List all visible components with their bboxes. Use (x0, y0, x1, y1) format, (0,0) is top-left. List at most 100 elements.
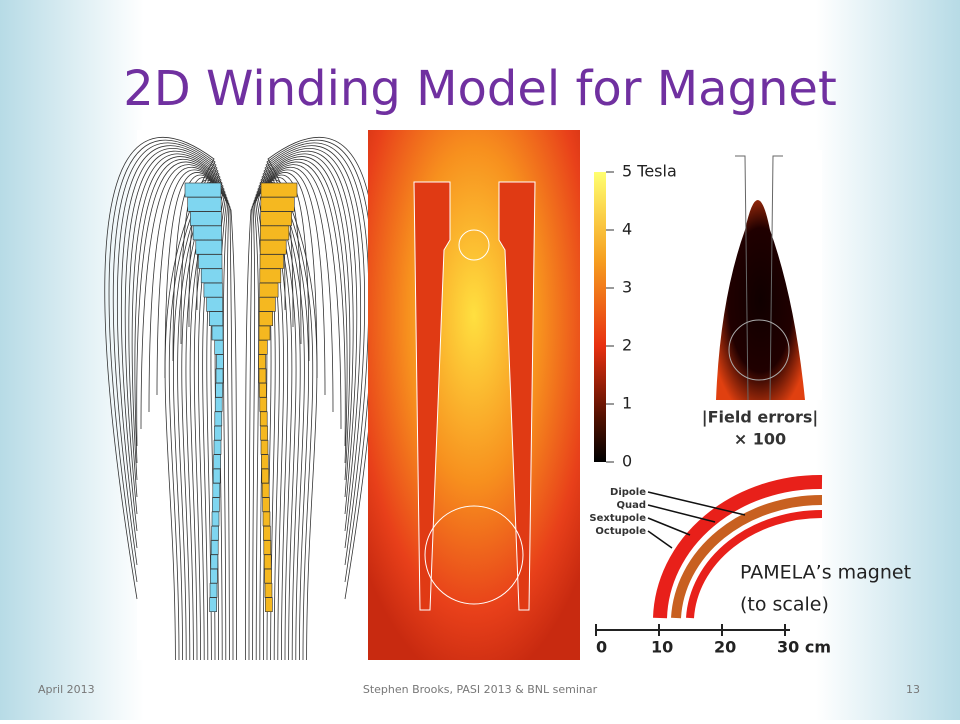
field-line (117, 145, 218, 661)
coil-block (264, 568, 272, 584)
field-line (253, 174, 310, 661)
scale-label: 0 (596, 638, 607, 657)
coil-block (210, 540, 219, 555)
coil-block (260, 197, 295, 212)
coil-block (265, 597, 273, 613)
coil-block (260, 440, 269, 455)
coil-block (216, 354, 224, 369)
field-line (256, 166, 334, 661)
coil-block (260, 425, 268, 441)
coil-block (212, 468, 221, 484)
coil-block (263, 525, 271, 541)
field-line (120, 148, 219, 661)
coil-block (264, 583, 273, 598)
coil-block (262, 511, 271, 527)
coil-block (259, 254, 284, 269)
coil-block (259, 382, 267, 398)
colorbar-tick-label: 4 (622, 220, 632, 239)
multipole-arrow (647, 491, 746, 516)
field-line (180, 177, 230, 661)
field-line (104, 136, 215, 661)
coil-block (263, 554, 272, 570)
field-line (172, 174, 229, 661)
field-line (260, 156, 351, 661)
field-line (124, 150, 220, 661)
coil-block (258, 325, 271, 341)
scale-label: 10 (651, 638, 673, 657)
coil-block (214, 411, 223, 427)
colorbar-tick-label: 5 Tesla (622, 162, 677, 181)
field-line (134, 158, 223, 661)
field-line (259, 158, 348, 661)
field-line (148, 166, 226, 661)
multipole-arrow (647, 530, 673, 549)
colorbar-tick-label: 0 (622, 452, 632, 471)
caption: PAMELA’s magnet (740, 562, 911, 584)
scale-labels: 0 10 20 30 cm (595, 624, 831, 657)
colorbar-tick-label: 2 (622, 336, 632, 355)
coil-block (210, 554, 219, 570)
field-map (368, 130, 580, 660)
colorbar-tick-label: 3 (622, 278, 632, 297)
field-line (140, 164, 225, 661)
coil-block (198, 254, 223, 269)
coil-outline-small (735, 155, 783, 401)
coil-block (187, 197, 222, 212)
coil-block (209, 311, 224, 327)
coil-block (261, 482, 270, 498)
colorbar (594, 172, 606, 462)
field-line (131, 156, 222, 661)
coil-block (259, 282, 279, 298)
field-line (262, 150, 358, 661)
coil-block (212, 482, 221, 498)
coil-block (192, 225, 222, 241)
field-line-panel (137, 130, 345, 660)
coil-block (213, 454, 221, 470)
coil-block (190, 211, 222, 226)
colorbar-ticks: 5 Tesla 4 3 2 1 0 (606, 162, 677, 471)
coil-block (214, 425, 222, 441)
coil-block (260, 211, 292, 226)
multipole-labels: Dipole Quad Sextupole Octupole (589, 487, 746, 549)
coil-block (259, 397, 268, 412)
aperture-small (458, 229, 490, 261)
footer-center: Stephen Brooks, PASI 2013 & BNL seminar (363, 683, 598, 696)
colorbar-tick-label: 1 (622, 394, 632, 413)
coil-block (211, 511, 220, 527)
coil-block (260, 182, 298, 198)
field-line (254, 172, 318, 661)
footer-date: April 2013 (38, 683, 95, 696)
coil-block (214, 339, 224, 355)
field-line (112, 142, 217, 661)
field-line (261, 153, 354, 661)
coil-block (206, 297, 223, 312)
field-line (164, 172, 228, 661)
field-line (263, 148, 362, 661)
coil-block (211, 525, 219, 541)
coil-block (215, 382, 223, 398)
multipole-label: Quad (616, 500, 646, 511)
coil-block (213, 440, 222, 455)
coil-block (259, 411, 268, 427)
field-line (128, 153, 221, 661)
field-errors-label: × 100 (734, 430, 786, 449)
coil-block (259, 297, 276, 312)
multipole-arrow (647, 504, 716, 523)
aperture-large (424, 505, 524, 605)
coil-block (263, 540, 272, 555)
coil-block (212, 497, 220, 512)
multipole-label: Sextupole (589, 513, 646, 524)
aperture-outline (728, 319, 790, 381)
coil-block (262, 497, 270, 512)
multipole-arrow (647, 517, 691, 536)
field-error-map (716, 200, 805, 400)
scale-label: 20 (714, 638, 736, 657)
coil-block (209, 583, 218, 598)
caption: (to scale) (740, 594, 829, 616)
coil-block (260, 225, 290, 241)
coil-block (200, 268, 223, 284)
coil-block (214, 397, 223, 412)
field-line (264, 145, 365, 661)
